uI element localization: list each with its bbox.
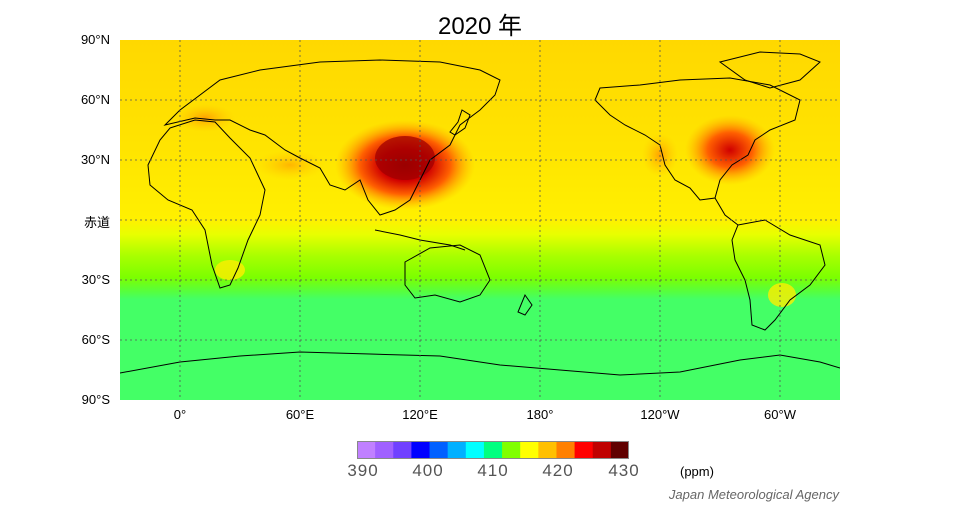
colorbar-segment	[574, 441, 594, 459]
lat-label-60n: 60°N	[80, 92, 110, 107]
graticule	[120, 40, 840, 400]
new-zealand-coast	[517, 293, 533, 316]
colorbar-segment	[483, 441, 503, 459]
colorbar-tick-430: 430	[608, 461, 640, 480]
colorbar-segment	[610, 441, 629, 459]
lon-label-180: 180°	[526, 407, 554, 422]
colorbar-segment	[357, 441, 376, 459]
lat-label-90n: 90°N	[80, 32, 110, 47]
south-africa-warm	[215, 260, 245, 280]
map-svg	[119, 40, 841, 400]
lon-label-120e: 120°E	[402, 407, 438, 422]
colorbar-segment	[447, 441, 467, 459]
lon-label-60e: 60°E	[285, 407, 315, 422]
north-america-coast	[594, 77, 801, 201]
map-title: 2020 年	[437, 13, 523, 40]
east-asia-core	[375, 136, 435, 180]
colorbar-segment	[592, 441, 612, 459]
europe-warm	[175, 104, 235, 132]
north-america-hotspot	[685, 115, 775, 185]
colorbar-tick-390: 390	[347, 461, 379, 480]
africa-coast	[147, 119, 266, 289]
coastlines	[119, 51, 841, 376]
colorbar-segment	[393, 441, 412, 459]
colorbar-tick-410: 410	[477, 461, 509, 480]
central-america-coast	[714, 197, 739, 226]
colorbar-segment	[375, 441, 394, 459]
south-america-coast	[731, 219, 826, 331]
colorbar-segment	[538, 441, 557, 459]
colorbar-segment	[465, 441, 485, 459]
colorbar-unit: (ppm)	[680, 464, 714, 479]
colorbar-border	[357, 441, 629, 459]
colorbar-segment	[520, 441, 539, 459]
lon-label-0: 0°	[173, 407, 187, 422]
colorbar-tick-400: 400	[412, 461, 444, 480]
lat-label-90s: 90°S	[81, 392, 110, 407]
antarctica-coast	[119, 351, 841, 376]
south-asia-warm	[255, 150, 325, 180]
co2-concentration-map	[119, 40, 841, 400]
lat-label-30s: 30°S	[81, 272, 110, 287]
credit-text: Japan Meteorological Agency	[668, 487, 839, 502]
colorbar-tick-420: 420	[542, 461, 574, 480]
lat-label-30n: 30°N	[80, 152, 110, 167]
colorbar-segment	[429, 441, 449, 459]
colorbar	[357, 441, 629, 459]
colorbar-segment	[411, 441, 431, 459]
colorbar-segment	[556, 441, 576, 459]
eurasia-coast	[163, 59, 501, 216]
south-america-warm	[768, 283, 796, 307]
japan-coast	[449, 109, 471, 136]
colorbar-segment	[502, 441, 521, 459]
lon-label-120w: 120°W	[640, 407, 680, 422]
lat-label-60s: 60°S	[81, 332, 110, 347]
lat-label-equator: 赤道	[83, 215, 110, 230]
greenland-coast	[718, 51, 821, 89]
australia-coast	[404, 244, 491, 303]
lon-label-60w: 60°W	[764, 407, 796, 422]
